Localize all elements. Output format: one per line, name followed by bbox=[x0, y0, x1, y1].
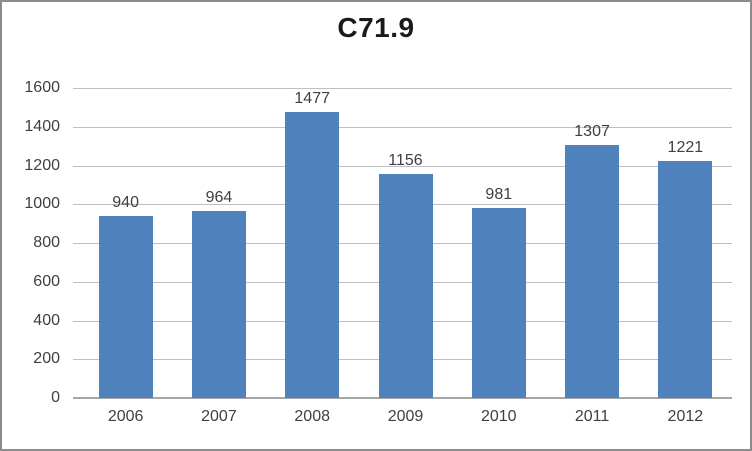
bar-value-label: 1307 bbox=[574, 122, 610, 140]
y-tick-label: 600 bbox=[33, 272, 60, 290]
y-tick-label: 0 bbox=[51, 389, 60, 406]
gridline bbox=[73, 165, 732, 167]
bar-value-label: 1221 bbox=[667, 139, 704, 157]
x-tick-label: 2011 bbox=[574, 408, 610, 425]
bar-2011 bbox=[565, 144, 620, 398]
bar-2008 bbox=[285, 111, 340, 398]
y-tick-label: 1000 bbox=[24, 195, 60, 213]
bar-2010 bbox=[471, 207, 526, 398]
y-tick-label: 1600 bbox=[24, 79, 60, 96]
y-tick-label: 400 bbox=[33, 311, 60, 329]
plot-area: 940 964 1477 1156 981 1307 1221 bbox=[73, 88, 732, 399]
y-tick-label: 1400 bbox=[24, 117, 60, 135]
bar-value-label: 940 bbox=[112, 193, 139, 211]
bar-2012 bbox=[658, 161, 713, 398]
x-tick-label: 2006 bbox=[107, 408, 144, 425]
bar-2007 bbox=[191, 211, 246, 398]
y-tick-label: 1200 bbox=[24, 156, 60, 174]
y-tick-label: 800 bbox=[33, 234, 60, 251]
bar-value-label: 981 bbox=[485, 185, 513, 203]
gridline bbox=[73, 88, 732, 89]
bar-2009 bbox=[378, 174, 433, 398]
bar-value-label: 964 bbox=[205, 189, 233, 207]
x-tick-label: 2010 bbox=[480, 408, 517, 425]
chart-title: C71.9 bbox=[337, 12, 415, 43]
x-tick-label: 2012 bbox=[667, 408, 704, 425]
x-tick-label: 2009 bbox=[387, 408, 424, 425]
bar-value-label: 1156 bbox=[388, 152, 423, 170]
x-tick-label: 2008 bbox=[294, 408, 330, 425]
x-axis-line bbox=[73, 397, 732, 399]
gridline bbox=[73, 126, 732, 128]
y-tick-label: 200 bbox=[33, 350, 60, 368]
y-axis: 0 200 400 600 800 1000 1200 1400 1600 bbox=[2, 79, 64, 406]
x-axis: 2006 2007 2008 2009 2010 2011 2012 bbox=[79, 408, 732, 432]
bar-2006 bbox=[98, 215, 153, 398]
x-tick-label: 2007 bbox=[201, 408, 237, 425]
bar-value-label: 1477 bbox=[294, 89, 330, 107]
